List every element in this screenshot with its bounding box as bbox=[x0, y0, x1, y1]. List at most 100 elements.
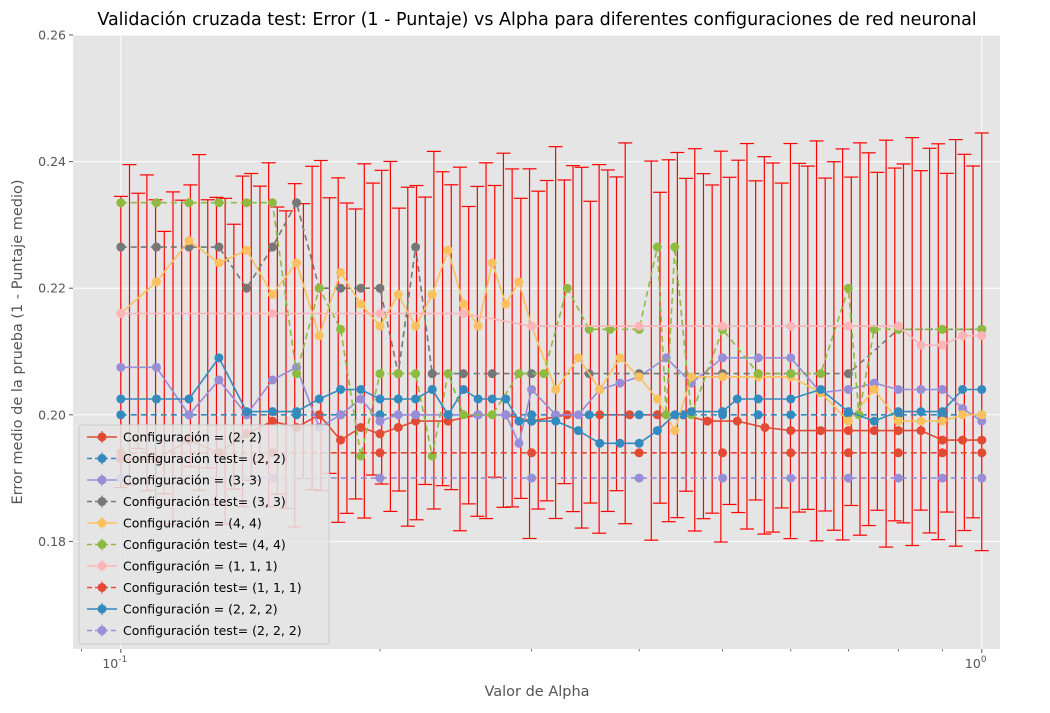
data-point bbox=[634, 410, 644, 420]
data-point bbox=[551, 416, 561, 426]
data-point bbox=[314, 283, 324, 293]
data-point bbox=[116, 309, 126, 319]
data-point bbox=[527, 410, 537, 420]
data-point bbox=[977, 448, 987, 458]
data-point bbox=[151, 198, 161, 208]
data-point bbox=[411, 394, 421, 404]
data-point bbox=[615, 378, 625, 388]
x-tick-label: 10-1 bbox=[102, 655, 127, 671]
series-line bbox=[120, 413, 982, 460]
data-point bbox=[595, 410, 605, 420]
data-point bbox=[427, 384, 437, 394]
data-point bbox=[473, 394, 483, 404]
data-point bbox=[843, 416, 853, 426]
data-point bbox=[869, 416, 879, 426]
legend-label: Configuración test= (4, 4) bbox=[123, 537, 286, 552]
data-point bbox=[336, 384, 346, 394]
data-point bbox=[267, 290, 277, 300]
data-point bbox=[151, 277, 161, 287]
data-point bbox=[652, 410, 662, 420]
data-point bbox=[514, 277, 524, 287]
data-point bbox=[487, 394, 497, 404]
data-point bbox=[977, 473, 987, 483]
data-point bbox=[116, 394, 126, 404]
data-point bbox=[893, 426, 903, 436]
data-point bbox=[375, 429, 385, 439]
data-point bbox=[501, 410, 511, 420]
data-point bbox=[786, 473, 796, 483]
data-point bbox=[242, 198, 252, 208]
data-point bbox=[732, 416, 742, 426]
data-point bbox=[916, 384, 926, 394]
data-point bbox=[786, 369, 796, 379]
data-point bbox=[869, 426, 879, 436]
data-point bbox=[375, 283, 385, 293]
data-point bbox=[937, 384, 947, 394]
data-point bbox=[843, 473, 853, 483]
data-point bbox=[843, 407, 853, 417]
data-point bbox=[458, 410, 468, 420]
data-point bbox=[527, 448, 537, 458]
data-point bbox=[916, 407, 926, 417]
data-point bbox=[393, 369, 403, 379]
x-tick-label: 100 bbox=[965, 655, 987, 671]
data-point bbox=[977, 384, 987, 394]
data-point bbox=[411, 242, 421, 252]
data-point bbox=[786, 394, 796, 404]
data-point bbox=[760, 422, 770, 432]
data-point bbox=[292, 198, 302, 208]
data-point bbox=[292, 407, 302, 417]
data-point bbox=[267, 375, 277, 385]
data-point bbox=[753, 369, 763, 379]
data-point bbox=[869, 384, 879, 394]
legend-swatch-marker bbox=[97, 540, 107, 549]
legend: Configuración = (2, 2) Configuración test… bbox=[78, 424, 330, 645]
data-point bbox=[375, 410, 385, 420]
data-point bbox=[514, 369, 524, 379]
data-point bbox=[527, 321, 537, 331]
data-point bbox=[670, 410, 680, 420]
data-point bbox=[732, 394, 742, 404]
data-point bbox=[937, 416, 947, 426]
data-point bbox=[375, 309, 385, 319]
data-point bbox=[652, 426, 662, 436]
data-point bbox=[116, 410, 126, 420]
legend-label: Configuración test= (3, 3) bbox=[123, 494, 286, 509]
legend-label: Configuración test= (2, 2, 2) bbox=[123, 623, 302, 638]
data-point bbox=[151, 362, 161, 372]
data-point bbox=[937, 448, 947, 458]
data-point bbox=[427, 290, 437, 300]
data-point bbox=[242, 245, 252, 255]
data-point bbox=[292, 258, 302, 268]
data-point bbox=[292, 369, 302, 379]
data-point bbox=[551, 410, 561, 420]
legend-label: Configuración = (2, 2, 2) bbox=[123, 602, 278, 617]
data-point bbox=[514, 438, 524, 448]
data-point bbox=[958, 435, 968, 445]
data-point bbox=[458, 309, 468, 319]
data-point bbox=[116, 198, 126, 208]
data-point bbox=[670, 426, 680, 436]
data-point bbox=[443, 416, 453, 426]
data-point bbox=[551, 384, 561, 394]
legend-swatch-marker bbox=[97, 475, 107, 485]
data-point bbox=[615, 438, 625, 448]
chart-title: Validación cruzada test: Error (1 - Punt… bbox=[97, 10, 976, 30]
data-point bbox=[214, 353, 224, 363]
data-point bbox=[686, 407, 696, 417]
data-point bbox=[267, 198, 277, 208]
data-point bbox=[336, 283, 346, 293]
data-point bbox=[816, 426, 826, 436]
data-point bbox=[937, 407, 947, 417]
data-point bbox=[214, 198, 224, 208]
data-point bbox=[214, 375, 224, 385]
data-point bbox=[427, 451, 437, 461]
data-point bbox=[670, 242, 680, 252]
data-point bbox=[718, 473, 728, 483]
data-point bbox=[458, 299, 468, 309]
data-point bbox=[336, 324, 346, 334]
data-point bbox=[573, 410, 583, 420]
data-point bbox=[893, 473, 903, 483]
data-point bbox=[375, 448, 385, 458]
